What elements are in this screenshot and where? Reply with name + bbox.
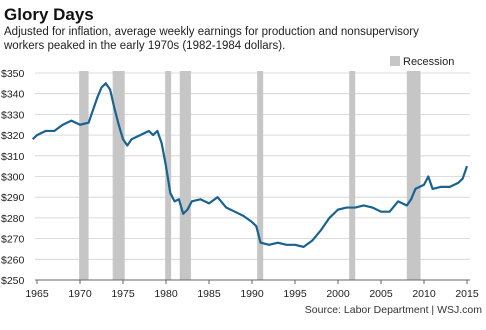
y-tick-label: $280 <box>1 213 25 225</box>
y-tick-label: $290 <box>1 192 25 204</box>
y-tick-label: $270 <box>1 234 25 246</box>
recession-band <box>349 71 356 280</box>
x-tick-label: 1975 <box>111 288 135 300</box>
x-tick-label: 2015 <box>455 288 479 300</box>
y-tick-label: $300 <box>1 172 25 184</box>
x-tick-label: 2010 <box>412 288 436 300</box>
x-tick-label: 1970 <box>68 288 92 300</box>
y-tick-label: $250 <box>1 275 25 287</box>
x-tick-label: 2000 <box>326 288 350 300</box>
legend-swatch <box>390 56 400 66</box>
recession-band <box>406 71 421 280</box>
y-tick-label: $340 <box>1 89 25 101</box>
data-line <box>31 82 469 248</box>
x-tick-label: 2005 <box>369 288 393 300</box>
chart-subtitle: Adjusted for inflation, average weekly e… <box>3 26 419 52</box>
recession-band <box>79 71 89 280</box>
y-tick-label: $320 <box>1 130 25 142</box>
x-tick-label: 1965 <box>25 288 49 300</box>
recession-band <box>257 71 264 280</box>
x-tick-label: 1980 <box>154 288 178 300</box>
y-tick-label: $260 <box>1 254 25 266</box>
y-tick-label: $350 <box>1 68 25 80</box>
x-tick-label: 1990 <box>240 288 264 300</box>
chart-title: Glory Days <box>4 5 94 24</box>
y-tick-label: $330 <box>1 109 25 121</box>
source: Source: Labor Department | WSJ.com <box>305 304 482 316</box>
x-tick-label: 1995 <box>283 288 307 300</box>
legend-label: Recession <box>403 56 454 68</box>
recession-band <box>179 71 191 280</box>
y-tick-label: $310 <box>1 151 25 163</box>
recession-band <box>112 71 125 280</box>
x-tick-label: 1985 <box>197 288 221 300</box>
